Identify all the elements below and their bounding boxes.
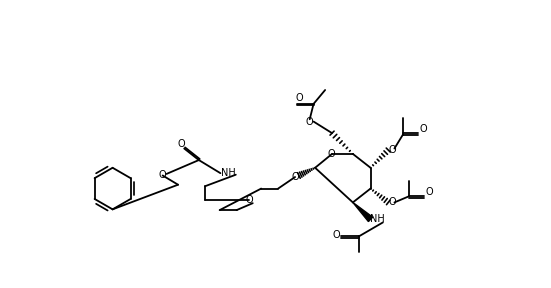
Polygon shape: [353, 202, 372, 221]
Text: O: O: [425, 187, 433, 197]
Text: O: O: [327, 149, 335, 159]
Text: O: O: [159, 170, 166, 181]
Text: O: O: [177, 139, 185, 149]
Text: O: O: [296, 93, 304, 103]
Text: O: O: [388, 145, 396, 155]
Text: NH: NH: [222, 168, 236, 178]
Text: NH: NH: [370, 214, 385, 224]
Text: O: O: [419, 124, 426, 134]
Text: O: O: [388, 197, 396, 207]
Text: O: O: [245, 195, 253, 205]
Text: O: O: [305, 117, 313, 126]
Text: O: O: [332, 230, 340, 240]
Text: O: O: [291, 172, 299, 182]
